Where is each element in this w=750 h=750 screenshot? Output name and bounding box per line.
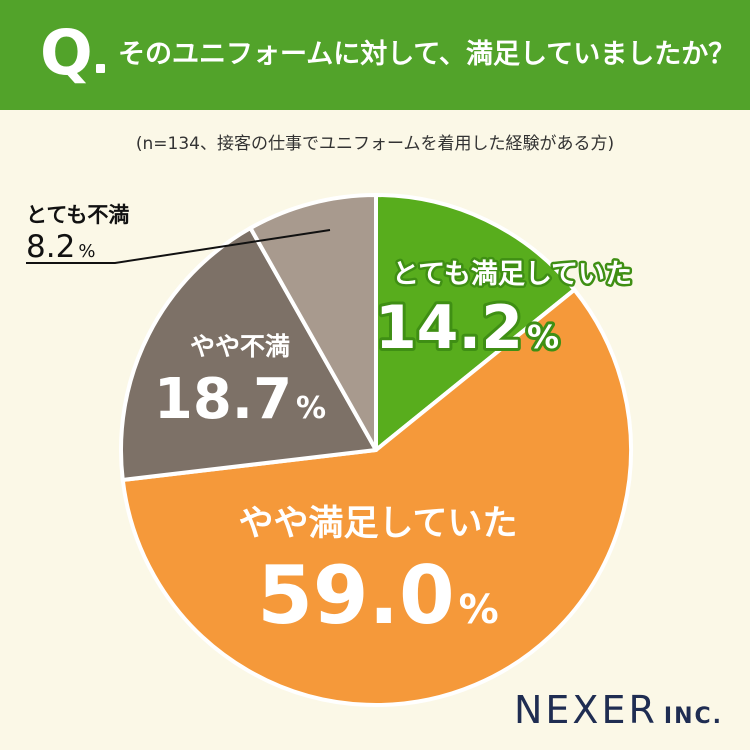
unit-very-unsatisfied: % bbox=[78, 241, 95, 262]
slice-value-somewhat-satisfied: 59.0% bbox=[257, 549, 498, 642]
unit-somewhat-satisfied: % bbox=[459, 587, 499, 633]
pie-slice-very-unsatisfied bbox=[248, 193, 378, 452]
brand-sub: INC. bbox=[663, 704, 723, 729]
pie-slice-very-satisfied bbox=[374, 193, 577, 452]
unit-somewhat-unsatisfied: % bbox=[296, 391, 326, 426]
value-very-unsatisfied: 8.2 bbox=[26, 229, 75, 265]
question-text: そのユニフォームに対して、満足していましたか？ bbox=[118, 39, 736, 70]
value-somewhat-unsatisfied: 18.7 bbox=[154, 367, 292, 432]
pie-slice-somewhat-satisfied bbox=[120, 287, 633, 707]
slice-value-somewhat-unsatisfied: 18.7% bbox=[154, 367, 326, 432]
brand-main: NEXER bbox=[514, 688, 658, 732]
slice-value-very-satisfied: 14.2% bbox=[375, 293, 559, 363]
value-somewhat-satisfied: 59.0 bbox=[257, 549, 454, 642]
slice-label-very-unsatisfied: とても不満 bbox=[26, 203, 129, 227]
brand-logo: NEXER INC. bbox=[514, 688, 723, 732]
q-mark: Q bbox=[40, 16, 93, 89]
value-very-satisfied: 14.2 bbox=[375, 293, 523, 363]
slice-label-very-satisfied: とても満足していた bbox=[392, 259, 632, 290]
slice-label-somewhat-unsatisfied: やや不満 bbox=[190, 332, 290, 361]
survey-note: (n=134、接客の仕事でユニフォームを着用した経験がある方) bbox=[135, 134, 615, 154]
slice-value-very-unsatisfied: 8.2% bbox=[26, 229, 95, 265]
leader-line-very-unsatisfied bbox=[26, 229, 331, 264]
unit-very-satisfied: % bbox=[527, 318, 559, 356]
slice-label-somewhat-satisfied: やや満足していた bbox=[239, 504, 518, 544]
q-dot bbox=[96, 64, 105, 73]
header-banner: Q そのユニフォームに対して、満足していましたか？ bbox=[0, 0, 750, 110]
